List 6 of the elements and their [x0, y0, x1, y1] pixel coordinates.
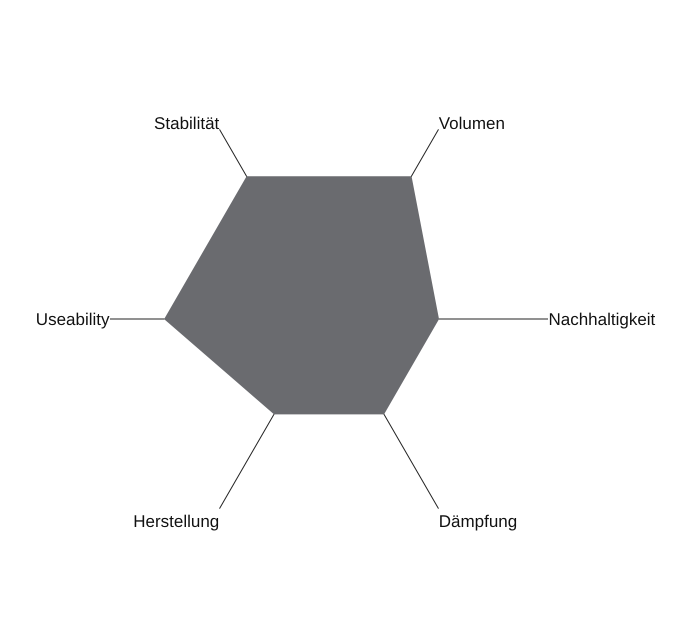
- spoke-label: Nachhaltigkeit: [548, 310, 656, 329]
- spoke-label: Useability: [36, 310, 110, 329]
- spoke-label: Herstellung: [133, 512, 220, 531]
- spoke-label: Dämpfung: [438, 512, 518, 531]
- spoke-label: Volumen: [438, 114, 505, 133]
- spoke-label: Stabilität: [154, 114, 220, 133]
